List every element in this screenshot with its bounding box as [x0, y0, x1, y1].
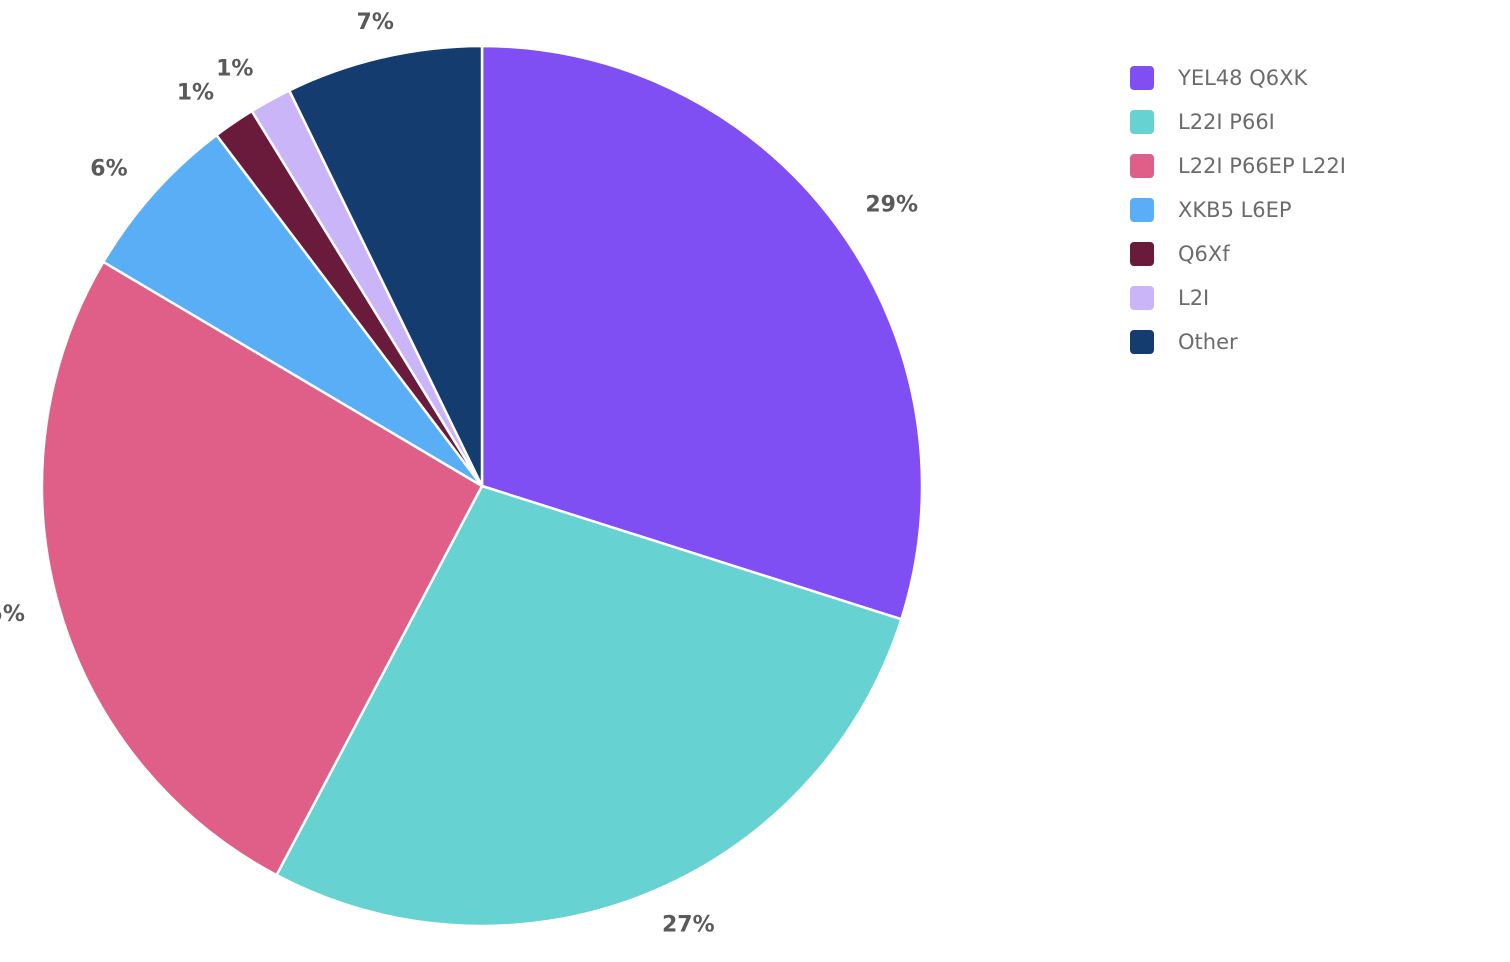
slice-label-5: 1% [177, 81, 214, 106]
legend-item: L22I P66EP L22I [1130, 144, 1490, 188]
legend-item: L22I P66I [1130, 100, 1490, 144]
legend-swatch [1130, 110, 1154, 134]
legend-item: YEL48 Q6XK [1130, 56, 1490, 100]
legend-swatch [1130, 330, 1154, 354]
legend-label: L22I P66EP L22I [1178, 154, 1346, 178]
pie-slice-7 [288, 44, 484, 488]
pie-slice-4 [102, 133, 484, 488]
legend-swatch [1130, 242, 1154, 266]
legend-label: YEL48 Q6XK [1178, 66, 1308, 90]
legend-swatch [1130, 286, 1154, 310]
legend-label: Other [1178, 330, 1238, 354]
legend-swatch [1130, 66, 1154, 90]
legend-label: L2I [1178, 286, 1210, 310]
slice-labels: 29% 27% 25% 6% 1%1% 7% [0, 10, 918, 937]
legend-label: L22I P66I [1178, 110, 1275, 134]
legend-item: L2I [1130, 276, 1490, 320]
pie-slice-2 [275, 484, 903, 928]
legend-item: XKB5 L6EP [1130, 188, 1490, 232]
slice-label-7: 7% [357, 10, 394, 35]
pie-slices [40, 44, 924, 928]
slice-label-3: 25% [0, 602, 25, 627]
legend-item: Other [1130, 320, 1490, 364]
legend-label: XKB5 L6EP [1178, 198, 1292, 222]
slice-label-6: 1% [216, 57, 253, 82]
legend: YEL48 Q6XK L22I P66I L22I P66EP L22I XKB5 L… [1130, 56, 1490, 364]
legend-label: Q6Xf [1178, 242, 1230, 266]
slice-label-1: 29% [865, 193, 918, 218]
pie-slice-3 [40, 260, 484, 877]
legend-swatch [1130, 198, 1154, 222]
legend-item: Q6Xf [1130, 232, 1490, 276]
slice-label-2: 27% [662, 913, 715, 938]
slice-label-4: 6% [90, 157, 127, 182]
pie-slice-1 [480, 44, 924, 621]
legend-swatch [1130, 154, 1154, 178]
